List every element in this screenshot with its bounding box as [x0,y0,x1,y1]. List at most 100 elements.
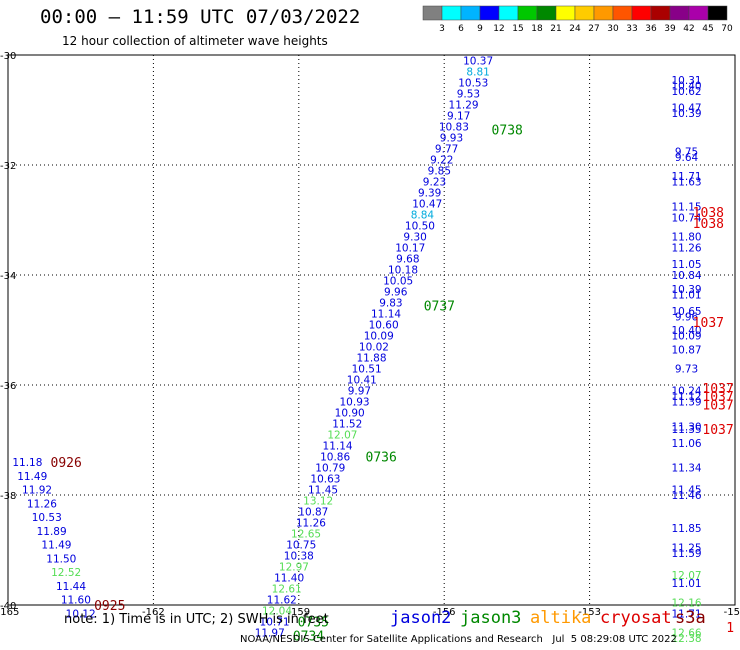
note-text: note: 1) Time is in UTC; 2) SWH is in fe… [64,612,329,627]
wave-height-label: 9.93 [440,133,463,145]
wave-height-label: 11.26 [296,518,326,530]
wave-height-label: 12.61 [272,584,302,596]
color-scale-swatch [536,5,557,21]
time-label: 1038 [693,206,724,221]
color-scale-swatch [593,5,614,21]
wave-height-label: 10.09 [364,331,394,343]
y-tick-label: -40 [0,601,16,612]
wave-height-label: 11.14 [323,441,353,453]
wave-height-label: 11.25 [672,542,702,554]
wave-height-label: 11.14 [371,309,401,321]
time-label: 0736 [366,451,397,466]
wave-height-label: 10.31 [672,75,702,87]
color-scale-swatch [612,5,633,21]
color-scale-label: 42 [683,24,694,34]
wave-height-label: 10.87 [298,507,328,519]
wave-height-label: 11.49 [41,540,71,552]
time-label: 0735 [298,616,329,631]
wave-height-label: 11.34 [672,463,702,475]
time-label: 1037 [702,398,733,413]
wave-height-label: 10.18 [388,265,418,277]
wave-height-label: 10.63 [310,474,340,486]
wave-height-label: 9.30 [403,232,426,244]
wave-height-label: 12.04 [262,606,292,618]
wave-height-label: 11.80 [672,232,702,244]
color-scale-label: 27 [588,24,599,34]
wave-height-label: 11.15 [672,201,702,213]
wave-height-label: 10.40 [672,325,702,337]
wave-height-label: 9.23 [423,177,446,189]
x-tick-label: -159 [287,607,310,618]
wave-height-label: 12.38 [672,633,702,645]
color-scale-swatch [460,5,481,21]
wave-height-label: 9.75 [675,146,698,158]
color-scale-swatch [555,5,576,21]
wave-height-label: 9.53 [457,89,480,101]
wave-height-label: 10.24 [672,386,702,398]
wave-height-label: 12.66 [672,628,702,640]
wave-height-label: 11.85 [672,523,702,535]
wave-height-label: 10.79 [315,463,345,475]
wave-height-label: 9.77 [435,144,458,156]
wave-height-label: 10.62 [672,86,702,98]
wave-height-label: 9.17 [447,111,470,123]
color-scale-label: 12 [493,24,504,34]
color-scale-swatch [650,5,671,21]
color-scale-label: 30 [607,24,619,34]
wave-height-label: 11.29 [449,100,479,112]
y-tick-label: -36 [0,381,16,392]
time-label: 1 [726,621,734,636]
color-scale-swatch [517,5,538,21]
time-label: 1037 [702,382,733,397]
wave-height-label: 9.96 [675,311,699,323]
footer-credit: NOAA/NESDIS Center for Satellite Applica… [240,634,677,645]
x-tick-label: -150 [724,607,740,618]
wave-height-label: 10.53 [32,512,62,524]
wave-height-label: 10.53 [458,78,488,90]
y-tick-label: -34 [0,271,16,282]
color-scale-swatch [441,5,462,21]
color-scale-label: 70 [721,24,733,34]
wave-height-label: 10.51 [352,364,382,376]
wave-height-label: 10.86 [320,452,350,464]
chart-subtitle: 12 hour collection of altimeter wave hei… [62,34,328,48]
time-label: 0926 [51,456,82,471]
color-scale-label: 6 [458,24,464,34]
wave-height-label: 11.71 [672,171,702,183]
legend-s3a: s3a [675,608,706,628]
plot-frame [7,54,736,606]
color-scale-swatch [498,5,519,21]
color-scale-label: 39 [664,24,676,34]
wave-height-label: 10.60 [369,320,399,332]
wave-height-label: 11.40 [274,573,304,585]
wave-height-label: 10.05 [383,276,413,288]
time-label: 1037 [702,390,733,405]
color-scale-swatch [688,5,709,21]
wave-height-label: 11.12 [672,391,702,403]
time-label: 1037 [702,423,733,438]
wave-height-label: 12.07 [327,430,357,442]
color-scale-label: 45 [702,24,713,34]
x-tick-label: -162 [142,607,165,618]
color-scale-swatch [422,5,443,21]
wave-height-label: 10.09 [672,331,702,343]
wave-height-label: 8.81 [466,67,489,79]
color-scale-label: 3 [439,24,445,34]
wave-height-label: 10.02 [359,342,389,354]
color-scale-label: 36 [645,24,657,34]
wave-height-label: 10.71 [260,617,290,629]
wave-height-label: 10.74 [672,212,702,224]
wave-height-label: 11.45 [672,485,702,497]
wave-height-label: 10.38 [284,551,314,563]
wave-height-label: 11.52 [332,419,362,431]
wave-height-label: 11.50 [46,553,76,565]
wave-height-label: 10.40 [672,80,702,92]
wave-height-label: 9.85 [428,166,451,178]
color-scale-label: 18 [531,24,543,34]
wave-height-label: 11.18 [12,457,42,469]
legend-cryosat: cryosat [600,608,672,628]
wave-height-label: 10.39 [672,284,702,296]
wave-height-label: 10.93 [340,397,370,409]
wave-height-label: 10.65 [672,306,702,318]
wave-height-label: 11.60 [61,595,91,607]
